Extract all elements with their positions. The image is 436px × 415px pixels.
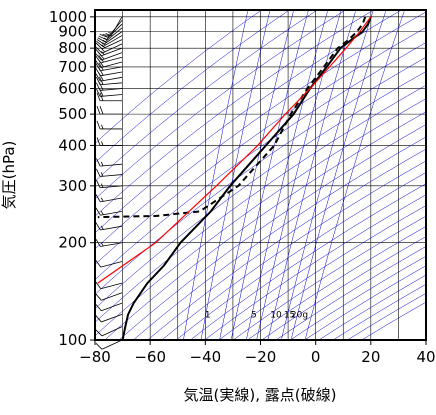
y-tick-label: 500 <box>58 105 87 123</box>
mixing-ratio-label: 10 <box>270 310 282 320</box>
x-tick-label: −80 <box>79 348 111 366</box>
x-tick-label: 20 <box>361 348 380 366</box>
y-tick-label: 800 <box>58 39 87 57</box>
x-tick-label: 0 <box>311 348 321 366</box>
y-tick-label: 200 <box>58 234 87 252</box>
x-tick-label: −20 <box>245 348 277 366</box>
x-tick-label: −40 <box>190 348 222 366</box>
x-tick-label: −60 <box>134 348 166 366</box>
y-axis-title: 気圧(hPa) <box>0 141 18 210</box>
y-tick-label: 300 <box>58 177 87 195</box>
y-tick-label: 400 <box>58 136 87 154</box>
y-tick-label: 100 <box>58 331 87 349</box>
mixing-ratio-label: 1 <box>205 310 211 320</box>
x-axis-title: 気温(実線), 露点(破線) <box>184 386 337 404</box>
y-tick-label: 1000 <box>49 8 87 26</box>
x-tick-label: 40 <box>416 348 435 366</box>
y-tick-label: 700 <box>58 58 87 76</box>
mixing-ratio-label: 5 <box>251 310 257 320</box>
mixing-ratio-label: 20g <box>291 310 308 320</box>
y-tick-label: 600 <box>58 80 87 98</box>
